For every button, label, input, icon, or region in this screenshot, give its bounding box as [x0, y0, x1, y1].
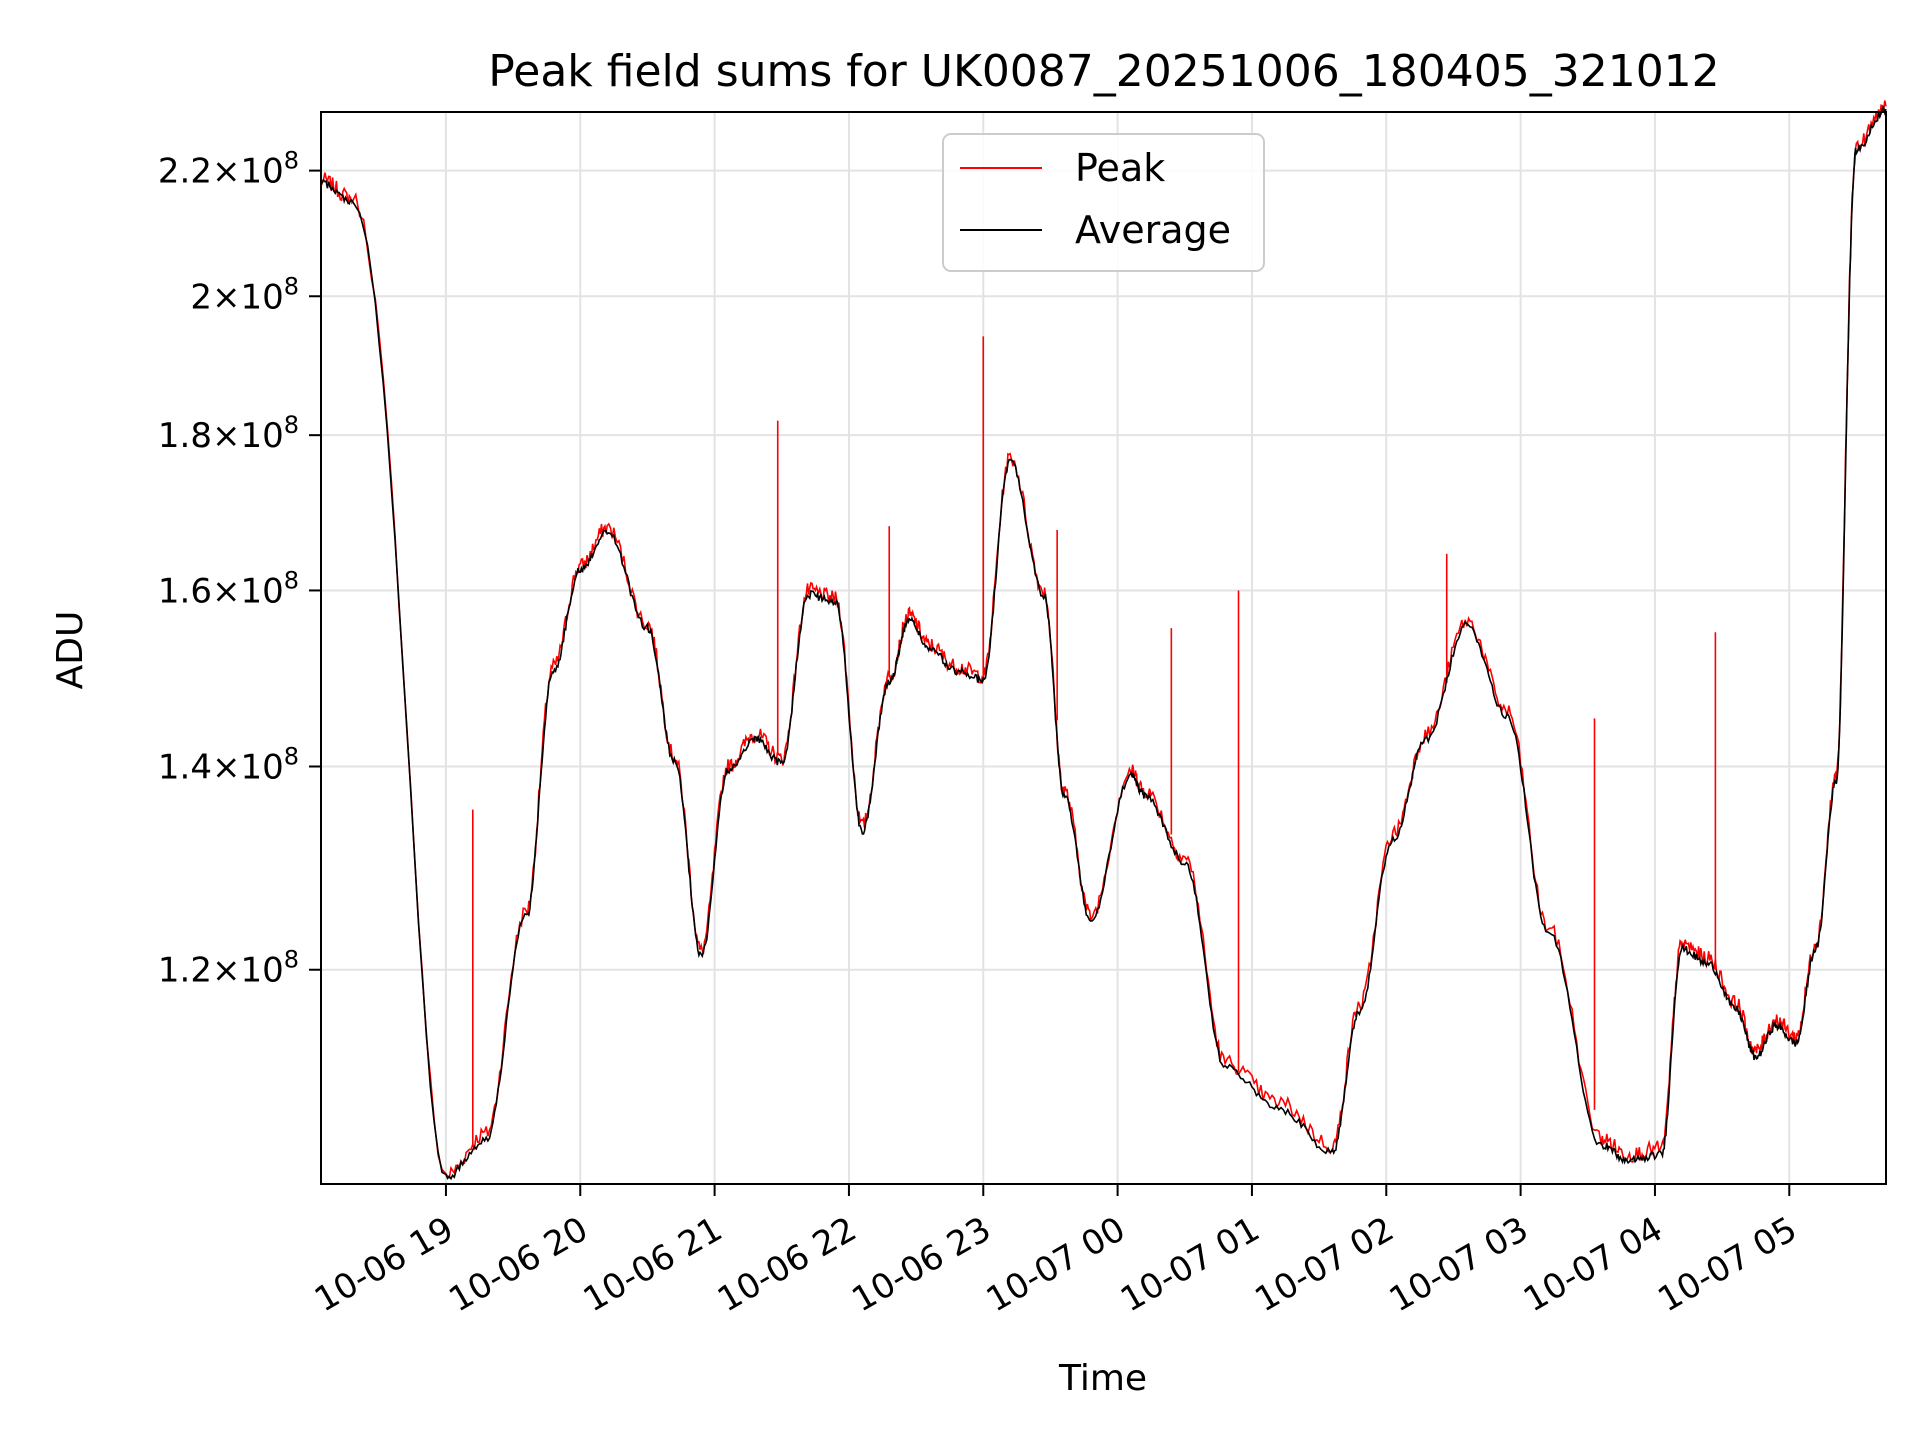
- y-tick-exponent: 8: [284, 147, 299, 175]
- y-tick-mantissa: 1.6: [158, 571, 212, 611]
- y-tick-label: 1.8×108: [158, 411, 299, 456]
- y-axis-title: ADU: [50, 611, 91, 690]
- y-tick-mantissa: 1.4: [158, 748, 212, 788]
- y-tick-mantissa: 1.2: [158, 951, 212, 991]
- y-tick-label: 1.2×108: [158, 946, 299, 991]
- y-tick-exponent: 8: [284, 411, 299, 439]
- y-tick-mantissa: 2: [190, 277, 212, 317]
- y-tick-exponent: 8: [284, 743, 299, 771]
- series-layer: [320, 100, 1887, 1181]
- x-axis-title: Time: [1058, 1358, 1147, 1399]
- plot-frame: [320, 111, 1887, 1185]
- chart-title: Peak field sums for UK0087_20251006_1804…: [488, 46, 1719, 97]
- y-tick-times-ten: ×10: [212, 571, 284, 611]
- y-tick-mantissa: 1.8: [158, 416, 212, 456]
- y-tick-label: 1.6×108: [158, 566, 299, 611]
- grid: [321, 112, 1886, 1184]
- y-tick-times-ten: ×10: [212, 951, 284, 991]
- y-tick-label: 2×108: [190, 272, 299, 317]
- y-tick-times-ten: ×10: [212, 748, 284, 788]
- y-tick-times-ten: ×10: [212, 416, 284, 456]
- y-tick-label: 1.4×108: [158, 743, 299, 788]
- legend-label-average: Average: [1075, 208, 1231, 252]
- y-tick-exponent: 8: [284, 272, 299, 300]
- y-tick-exponent: 8: [284, 946, 299, 974]
- y-tick-times-ten: ×10: [212, 277, 284, 317]
- y-tick-exponent: 8: [284, 566, 299, 594]
- legend: Peak Average: [942, 133, 1265, 272]
- series-line-average: [320, 105, 1887, 1181]
- y-tick-label: 2.2×108: [158, 147, 299, 192]
- legend-label-peak: Peak: [1075, 146, 1165, 190]
- y-tick-mantissa: 2.2: [158, 152, 212, 192]
- y-tick-times-ten: ×10: [212, 152, 284, 192]
